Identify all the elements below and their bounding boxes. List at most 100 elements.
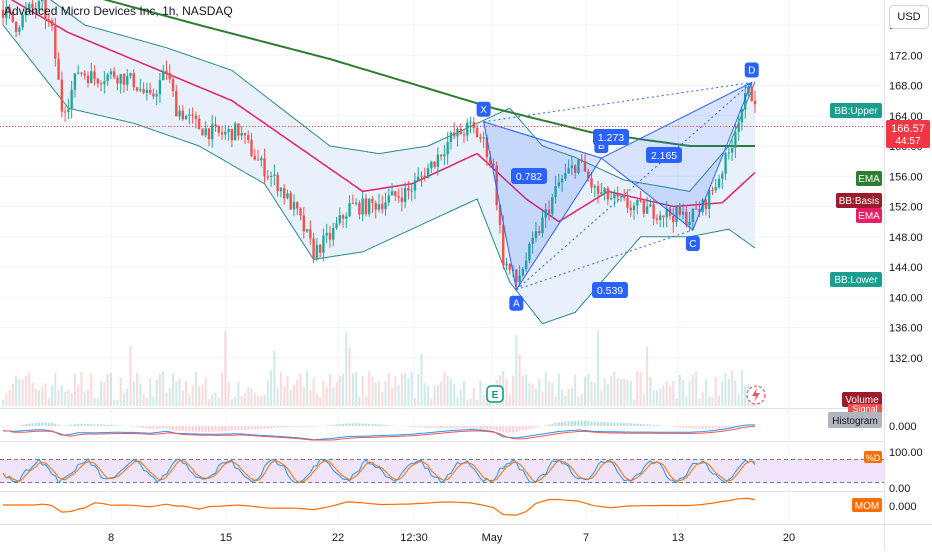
candle-body — [165, 71, 167, 73]
candle-body — [178, 111, 180, 117]
volume-bar — [290, 390, 292, 406]
volume-bar — [391, 388, 393, 406]
candle-body — [286, 193, 288, 198]
ema2-tag: EMA — [856, 208, 882, 223]
macd-hist-bar — [378, 424, 380, 426]
macd-hist-bar — [87, 424, 89, 426]
candle-body — [80, 73, 82, 74]
macd-hist-bar — [172, 426, 174, 430]
bb-lower-label: BB:Lower — [834, 275, 878, 286]
macd-hist-bar — [460, 426, 462, 429]
volume-bar — [332, 387, 334, 406]
pattern-ratio-label: 0.782 — [516, 171, 542, 183]
volume-bar — [411, 372, 413, 406]
candle-body — [741, 109, 743, 122]
volume-bar — [303, 387, 305, 406]
candle-body — [198, 119, 200, 129]
volume-bar — [35, 389, 37, 406]
volume-bar — [456, 396, 458, 406]
macd-hist-bar — [165, 426, 167, 428]
volume-bar — [440, 382, 442, 406]
volume-bar — [738, 394, 740, 406]
ema-label: EMA — [858, 174, 880, 185]
candle-body — [97, 79, 99, 83]
currency-button[interactable]: USD — [889, 5, 929, 29]
macd-hist-bar — [316, 426, 318, 427]
volume-bar — [604, 378, 606, 406]
macd-hist-bar — [250, 426, 252, 429]
volume-bar — [535, 388, 537, 406]
volume-bar — [300, 373, 302, 406]
earnings-icon[interactable]: E — [487, 386, 503, 402]
macd-hist-bar — [424, 426, 426, 428]
candle-body — [626, 198, 628, 208]
last-price-tag: 166.57 44:57 — [886, 120, 930, 148]
macd-hist-bar — [715, 426, 717, 429]
macd-hist-bar — [385, 425, 387, 426]
candle-body — [283, 188, 285, 198]
candle-body — [205, 128, 207, 135]
macd-hist-bar — [682, 426, 684, 428]
momentum-pane — [3, 498, 755, 515]
volume-bar — [711, 397, 713, 406]
volume-bar — [313, 378, 315, 406]
candle-body — [731, 148, 733, 153]
volume-bar — [695, 371, 697, 406]
macd-hist-bar — [499, 426, 501, 432]
volume-bar — [250, 388, 252, 406]
time-tick-label: 15 — [220, 532, 232, 544]
svg-text:E: E — [492, 390, 499, 401]
macd-hist-bar — [48, 423, 50, 426]
macd-hist-bar — [368, 424, 370, 426]
symbol-title[interactable]: Advanced Micro Devices Inc, 1h, NASDAQ — [4, 4, 233, 18]
candle-body — [656, 219, 658, 220]
volume-bar — [316, 394, 318, 406]
time-tick-label: 12:30 — [400, 532, 428, 544]
histogram-tag: Histogram — [828, 412, 882, 428]
volume-bar — [692, 375, 694, 406]
candle-body — [348, 203, 350, 216]
macd-hist-bar — [496, 426, 498, 431]
volume-bar — [447, 376, 449, 406]
macd-hist-bar — [41, 422, 43, 426]
candle-body — [476, 128, 478, 137]
price-axis[interactable]: 176.00172.00168.00164.00160.00156.00152.… — [889, 20, 923, 365]
volume-bar — [545, 372, 547, 406]
macd-hist-bar — [182, 426, 184, 431]
pattern-ratio-label: 1.273 — [598, 132, 624, 144]
macd-hist-bar — [277, 426, 279, 428]
volume-bar — [453, 384, 455, 406]
macd-hist-bar — [492, 426, 494, 429]
macd-hist-bar — [375, 424, 377, 426]
volume-bar — [38, 390, 40, 406]
candle-body — [345, 216, 347, 218]
pattern-ratio: 1.273 — [593, 129, 629, 145]
volume-bar — [528, 383, 530, 406]
volume-bar — [607, 384, 609, 406]
candle-body — [290, 193, 292, 209]
candle-body — [299, 209, 301, 216]
candle-body — [276, 175, 278, 192]
macd-hist-bar — [221, 426, 223, 431]
macd-hist-bar — [620, 423, 622, 426]
volume-bar — [264, 395, 266, 406]
volume-bar — [594, 383, 596, 406]
candle-body — [267, 176, 269, 177]
candle-body — [296, 202, 298, 208]
histogram-label: Histogram — [832, 416, 878, 427]
volume-bar — [146, 398, 148, 406]
candle-body — [365, 198, 367, 214]
volume-bar — [519, 354, 521, 406]
volume-bar — [548, 382, 550, 406]
candle-body — [110, 71, 112, 74]
candle-body — [633, 206, 635, 211]
candle-body — [751, 87, 753, 101]
candle-body — [711, 190, 713, 191]
candle-body — [15, 22, 17, 32]
alert-lightning-icon[interactable] — [747, 386, 765, 404]
macd-hist-bar — [506, 426, 508, 433]
candle-body — [705, 200, 707, 209]
price-tick-label: 136.00 — [889, 323, 923, 335]
